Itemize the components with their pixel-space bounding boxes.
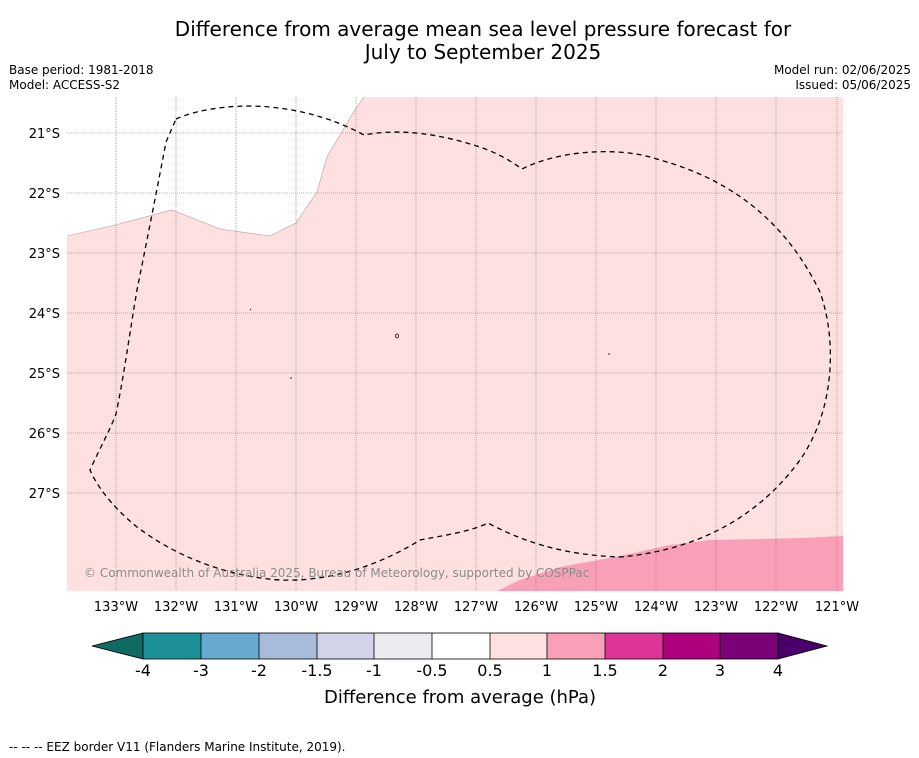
lon-label: 133°W — [94, 600, 138, 615]
colorbar-segment — [432, 633, 490, 659]
lat-label: 27°S — [29, 487, 60, 502]
colorbar-segment — [605, 633, 663, 659]
lon-label: 125°W — [574, 600, 618, 615]
copyright-text: © Commonwealth of Australia 2025, Bureau… — [84, 566, 589, 580]
lat-label: 26°S — [29, 427, 60, 442]
colorbar-tick-label: -0.5 — [416, 661, 447, 680]
lat-label: 22°S — [29, 187, 60, 202]
map-panel: © Commonwealth of Australia 2025, Bureau… — [67, 97, 843, 591]
colorbar-tick-label: 0.5 — [477, 661, 502, 680]
lon-label: 122°W — [754, 600, 798, 615]
colorbar-extend-low — [92, 633, 143, 659]
lon-label: 124°W — [634, 600, 678, 615]
lon-label: 132°W — [154, 600, 198, 615]
colorbar: -4 -3 -2 -1.5 -1 -0.5 0.5 1 1.5 2 3 4 Di… — [92, 633, 827, 708]
lon-label: 126°W — [514, 600, 558, 615]
colorbar-ticks: -4 -3 -2 -1.5 -1 -0.5 0.5 1 1.5 2 3 4 — [135, 661, 783, 680]
lon-label: 130°W — [274, 600, 318, 615]
colorbar-label: Difference from average (hPa) — [324, 687, 596, 708]
colorbar-segment — [143, 633, 201, 659]
lon-label: 129°W — [334, 600, 378, 615]
colorbar-tick-label: 3 — [715, 661, 725, 680]
lon-label: 128°W — [394, 600, 438, 615]
colorbar-extend-high — [778, 633, 827, 659]
colorbar-tick-label: -1.5 — [301, 661, 332, 680]
colorbar-tick-label: -2 — [251, 661, 267, 680]
colorbar-segment — [663, 633, 720, 659]
colorbar-segment — [201, 633, 259, 659]
colorbar-tick-label: 4 — [773, 661, 783, 680]
lon-label: 123°W — [694, 600, 738, 615]
colorbar-segment — [374, 633, 432, 659]
colorbar-segment — [259, 633, 317, 659]
lon-label: 121°W — [815, 600, 859, 615]
lat-labels: 21°S 22°S 23°S 24°S 25°S 26°S 27°S — [29, 127, 60, 502]
colorbar-tick-label: -3 — [193, 661, 209, 680]
colorbar-tick-label: 1 — [542, 661, 552, 680]
lat-label: 25°S — [29, 367, 60, 382]
colorbar-tick-label: 1.5 — [592, 661, 617, 680]
colorbar-segment — [490, 633, 547, 659]
colorbar-tick-label: 2 — [658, 661, 668, 680]
lat-label: 23°S — [29, 247, 60, 262]
lon-labels: 133°W 132°W 131°W 130°W 129°W 128°W 127°… — [94, 600, 859, 615]
lat-label: 21°S — [29, 127, 60, 142]
colorbar-segment — [547, 633, 605, 659]
lat-label: 24°S — [29, 307, 60, 322]
lon-label: 131°W — [214, 600, 258, 615]
colorbar-segment — [317, 633, 374, 659]
map-and-colorbar: © Commonwealth of Australia 2025, Bureau… — [0, 0, 919, 758]
colorbar-tick-label: -4 — [135, 661, 151, 680]
eez-legend-footer: -- -- -- EEZ border V11 (Flanders Marine… — [9, 740, 346, 754]
colorbar-segment — [720, 633, 778, 659]
colorbar-tick-label: -1 — [366, 661, 382, 680]
lon-label: 127°W — [454, 600, 498, 615]
